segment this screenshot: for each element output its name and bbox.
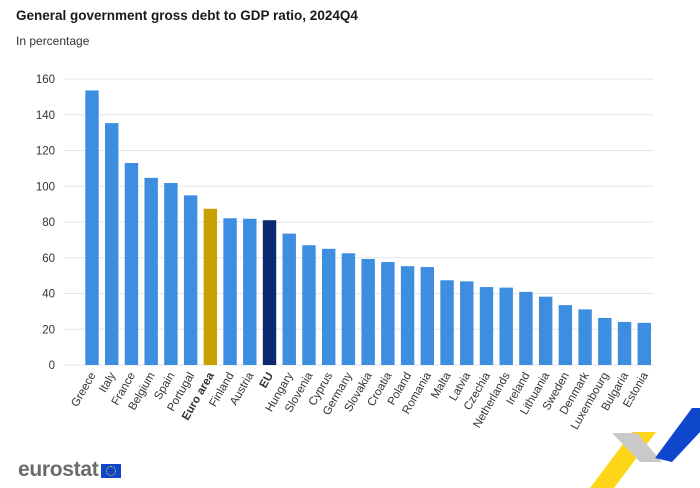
y-tick-label: 100 [36, 181, 55, 193]
bar-luxembourg [598, 317, 612, 365]
y-tick-label: 140 [36, 110, 55, 122]
y-tick-label: 20 [42, 324, 55, 336]
bar-germany [341, 253, 356, 365]
chart-subtitle: In percentage [16, 34, 90, 48]
bar-belgium [144, 177, 158, 365]
bar-greece [85, 90, 99, 365]
y-tick-label: 60 [42, 253, 55, 265]
bar-italy [105, 123, 119, 366]
eurostat-logo: eurostat [18, 458, 122, 482]
bar-euro-area [203, 208, 218, 365]
bar-austria [243, 218, 257, 365]
bar-denmark [578, 309, 592, 365]
bar-cyprus [321, 248, 336, 365]
y-tick-label: 120 [36, 146, 55, 158]
bar-lithuania [538, 296, 553, 365]
bar-spain [164, 183, 178, 365]
bar-france [124, 163, 139, 365]
bar-ireland [519, 291, 533, 365]
bar-poland [400, 266, 415, 365]
y-tick-label: 80 [42, 217, 55, 229]
bar-portugal [183, 195, 198, 365]
eu-flag-icon [101, 464, 122, 478]
bar-romania [420, 267, 435, 365]
logo-text: eurostat [18, 458, 99, 481]
bar-croatia [381, 262, 395, 365]
y-tick-label: 0 [49, 360, 55, 372]
bar-malta [440, 280, 454, 365]
bar-bulgaria [617, 321, 632, 365]
y-tick-label: 160 [36, 74, 55, 86]
bar-netherlands [499, 287, 513, 365]
bar-chart: 020406080100120140160GreeceItalyFranceBe… [36, 74, 654, 432]
bar-eu [262, 220, 277, 365]
bar-sweden [558, 305, 573, 365]
bar-latvia [460, 281, 474, 365]
bar-czechia [479, 287, 494, 365]
bar-estonia [637, 322, 651, 365]
y-tick-label: 40 [42, 289, 55, 301]
bar-finland [223, 218, 237, 365]
bar-slovakia [361, 259, 375, 365]
chart-title: General government gross debt to GDP rat… [16, 8, 358, 23]
bar-slovenia [302, 245, 316, 365]
bar-hungary [282, 233, 296, 365]
